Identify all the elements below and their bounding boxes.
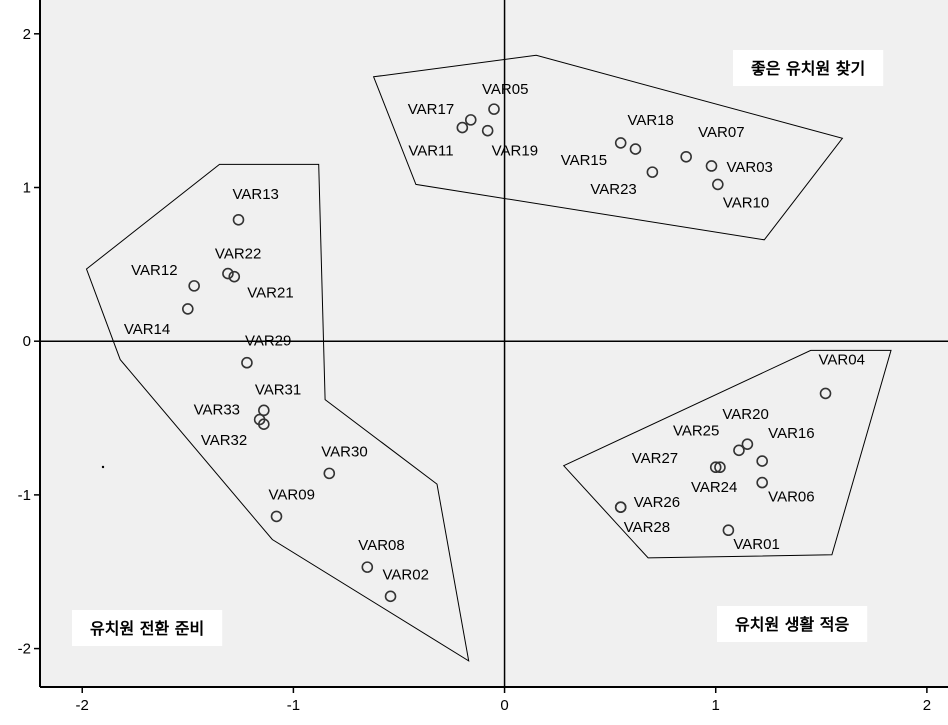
point-label-var29: VAR29 [245,333,291,350]
point-var03 [705,160,718,172]
group-hulls [85,54,892,662]
x-tick-label: -2 [76,697,89,714]
point-label-var16: VAR16 [768,425,814,442]
point-var02 [384,590,397,603]
plot-background [40,0,948,687]
point-label-var08: VAR08 [358,537,404,554]
y-tick-label: 0 [23,333,31,350]
point-var31 [258,404,270,417]
group-label-text: 유치원 전환 준비 [90,619,204,638]
point-var10 [712,178,724,191]
group-label-box [733,50,884,86]
x-tick-label: -1 [287,697,300,714]
point-var12 [188,280,200,292]
point-var29 [241,356,253,369]
point-label-var06: VAR06 [768,489,814,506]
point-labels: VAR17 VAR11 VAR05 VAR19 VAR15 VAR18 VAR23 VAR07… [124,81,865,583]
point-label-var02: VAR02 [383,566,429,583]
point-label-var03: VAR03 [726,159,772,176]
group-label-box [717,606,868,642]
point-var28 [614,501,627,513]
point-label-var26: VAR26 [634,494,680,511]
point-label-var11: VAR11 [408,143,453,160]
point-label-var20: VAR20 [722,406,768,423]
point-label-var12: VAR12 [131,262,177,279]
point-var23 [646,166,659,178]
group-label-text: 좋은 유치원 찾기 [751,59,865,78]
point-label-var28: VAR28 [624,519,670,536]
point-label-var18: VAR18 [627,112,673,129]
y-tick-label: -1 [18,487,31,504]
point-var08 [361,561,374,573]
point-label-var17: VAR17 [408,101,454,118]
point-var11 [456,121,469,134]
point-label-var25: VAR25 [673,422,719,439]
group-label-2: 유치원 전환 준비 [72,610,223,646]
point-label-var31: VAR31 [255,381,301,398]
point-var15 [614,137,627,149]
point-var13 [232,213,245,226]
stray-dot [101,465,105,469]
point-label-var13: VAR13 [232,186,278,203]
point-label-var24: VAR24 [691,479,737,496]
point-label-var05: VAR05 [482,81,528,98]
group-hull-3 [562,349,892,559]
point-label-var33: VAR33 [194,402,240,419]
point-label-var14: VAR14 [124,321,170,338]
group-label-3: 유치원 생활 적응 [717,606,868,642]
point-label-var04: VAR04 [819,351,865,368]
point-var01 [722,524,735,537]
point-var06 [756,476,768,489]
point-label-var01: VAR01 [733,536,779,553]
axes: -2 -1 0 1 2 2 1 0 -1 -2 [18,0,948,714]
group-hull-2 [85,163,470,662]
point-var30 [323,467,336,480]
point-label-var21: VAR21 [247,285,293,302]
y-tick-label: 2 [23,26,31,43]
point-var19 [481,124,494,137]
data-points [182,103,832,603]
point-label-var10: VAR10 [723,194,769,211]
point-var07 [680,150,692,163]
y-tick-label: 1 [23,180,31,197]
point-label-var07: VAR07 [698,124,744,141]
point-var24 [714,461,726,474]
x-tick-label: 0 [500,697,508,714]
point-var25 [733,444,745,457]
point-label-var09: VAR09 [269,486,315,503]
point-var14 [182,303,194,315]
point-var32 [258,418,270,430]
group-label-1: 좋은 유치원 찾기 [733,50,884,86]
point-var04 [819,387,832,400]
point-var20 [741,438,754,450]
x-tick-label: 1 [712,697,720,714]
group-label-box [72,610,223,646]
point-var21 [228,270,241,283]
point-var09 [270,510,283,523]
group-hull-1 [372,54,844,241]
x-tick-label: 2 [923,697,931,714]
point-label-var27: VAR27 [632,450,678,467]
point-var27 [709,461,722,474]
point-label-var30: VAR30 [321,443,367,460]
point-label-var23: VAR23 [590,181,636,198]
point-label-var22: VAR22 [215,246,261,263]
point-label-var15: VAR15 [561,152,607,169]
y-tick-label: -2 [18,641,31,658]
point-label-var19: VAR19 [492,143,538,160]
point-var16 [756,455,768,467]
point-var17 [464,114,477,126]
point-var18 [629,143,642,155]
point-label-var32: VAR32 [201,432,247,449]
point-var05 [488,103,500,115]
group-label-text: 유치원 생활 적응 [735,615,849,634]
point-var22 [222,267,234,280]
